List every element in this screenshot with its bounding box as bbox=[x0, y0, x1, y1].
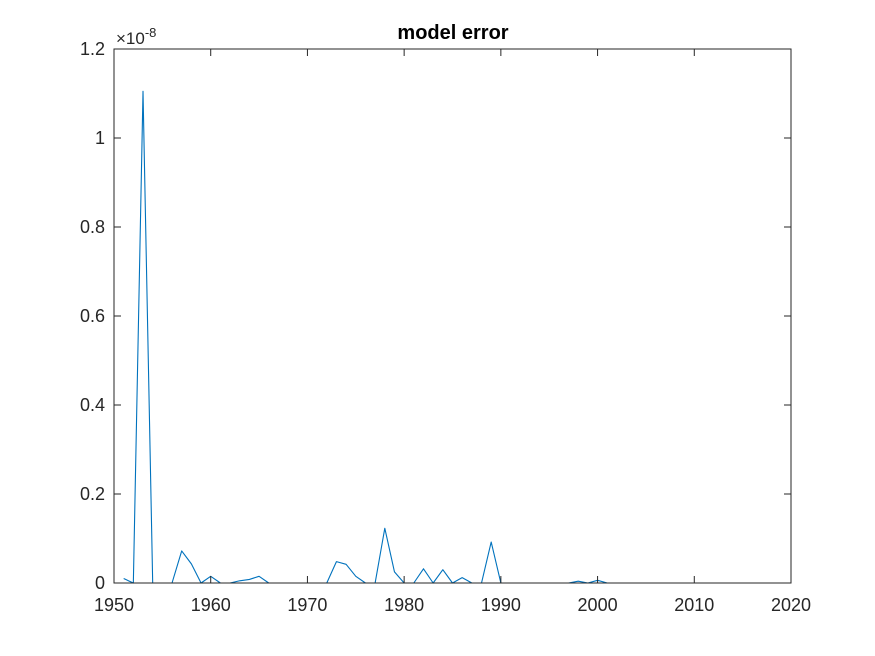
x-tick-label: 2010 bbox=[674, 595, 714, 615]
data-point bbox=[191, 563, 192, 564]
data-point bbox=[578, 581, 579, 582]
chart-title: model error bbox=[397, 22, 508, 44]
x-tick-label: 1970 bbox=[287, 595, 327, 615]
data-point bbox=[258, 576, 259, 577]
data-point bbox=[355, 576, 356, 577]
y-tick-label: 0.6 bbox=[80, 306, 105, 326]
axes-box bbox=[113, 48, 792, 584]
x-tick-label: 1950 bbox=[94, 595, 134, 615]
y-tick-label: 1.2 bbox=[80, 39, 105, 59]
data-point bbox=[442, 569, 443, 570]
y-tick-label: 1 bbox=[95, 128, 105, 148]
data-point bbox=[249, 579, 250, 580]
y-exponent-power: -8 bbox=[145, 25, 157, 40]
x-tick-label: 2000 bbox=[578, 595, 618, 615]
data-point bbox=[384, 528, 385, 529]
data-point bbox=[491, 541, 492, 542]
data-point bbox=[346, 564, 347, 565]
data-point bbox=[181, 550, 182, 551]
y-tick-label: 0.8 bbox=[80, 217, 105, 237]
data-point bbox=[142, 91, 143, 92]
svg-text:×10-8: ×10-8 bbox=[116, 25, 156, 48]
data-point bbox=[423, 568, 424, 569]
data-point bbox=[336, 561, 337, 562]
y-tick-label: 0.2 bbox=[80, 484, 105, 504]
plot-area bbox=[123, 90, 704, 584]
y-exponent-label: ×10-8 bbox=[116, 25, 156, 48]
data-point bbox=[394, 571, 395, 572]
y-exponent-base: ×10 bbox=[116, 29, 145, 48]
series-line bbox=[123, 90, 704, 584]
axes: 1950 1960 1970 1980 1990 2000 2010 2020 0 0.2 0.4 0… bbox=[80, 39, 811, 615]
data-point bbox=[123, 578, 124, 579]
x-tick-label: 1980 bbox=[384, 595, 424, 615]
x-tick-label: 1990 bbox=[481, 595, 521, 615]
data-point bbox=[239, 580, 240, 581]
data-point bbox=[462, 577, 463, 578]
x-tick-label: 2020 bbox=[771, 595, 811, 615]
x-tick-label: 1960 bbox=[191, 595, 231, 615]
y-tick-label: 0 bbox=[95, 573, 105, 593]
y-tick-label: 0.4 bbox=[80, 395, 105, 415]
